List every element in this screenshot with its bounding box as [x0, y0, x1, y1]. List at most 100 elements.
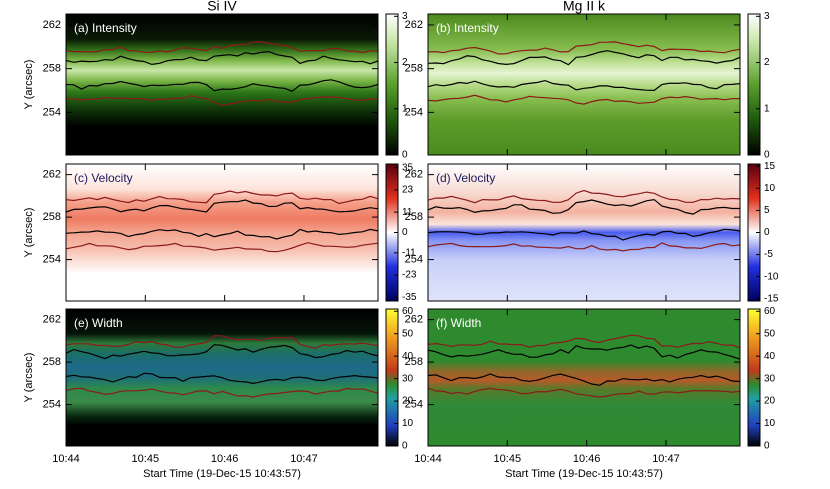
y-tick-label: 262 — [43, 314, 61, 326]
y-axis-label: Y (arcsec) — [23, 60, 35, 110]
y-axis-label: Y (arcsec) — [23, 208, 35, 258]
contour — [66, 79, 378, 92]
x-tick-label: 10:47 — [290, 453, 318, 465]
colorbar — [385, 13, 399, 156]
contour — [66, 344, 378, 360]
y-tick-label: 254 — [43, 398, 61, 410]
colorbar-tick-label: 1 — [764, 103, 770, 114]
contour — [428, 198, 740, 215]
colorbar-tick-label: 5 — [764, 205, 770, 216]
colorbar-tick-label: 20 — [764, 396, 776, 407]
colorbar — [747, 308, 761, 447]
panel-label: (d) Velocity — [436, 171, 495, 185]
contour — [66, 242, 378, 253]
x-tick-label: 10:46 — [573, 453, 601, 465]
colorbar-tick-label: -35 — [402, 292, 417, 303]
y-tick-label: 262 — [405, 314, 423, 326]
contour — [66, 335, 378, 349]
colorbar-tick-label: 20 — [402, 396, 414, 407]
panel-label: (c) Velocity — [74, 171, 133, 185]
y-tick-label: 258 — [43, 211, 61, 223]
colorbar-tick-label: -11 — [402, 248, 416, 259]
colorbar-tick-label: 0 — [402, 441, 408, 452]
contour — [66, 41, 378, 54]
contour — [66, 50, 378, 66]
panel-label: (e) Width — [74, 316, 123, 330]
contour — [66, 372, 378, 385]
y-tick-label: 258 — [405, 356, 423, 368]
x-tick-label: 10:45 — [132, 453, 160, 465]
contour — [428, 334, 740, 349]
x-tick-label: 10:47 — [652, 453, 680, 465]
colorbar-tick-label: 10 — [764, 183, 776, 194]
contour — [428, 50, 740, 66]
contour — [428, 189, 740, 204]
contour — [66, 190, 378, 205]
colorbar-tick-label: 1 — [402, 103, 408, 114]
heatmap-image — [428, 14, 740, 155]
colorbar-tick-label: 40 — [402, 351, 414, 362]
panel-label: (a) Intensity — [74, 21, 137, 35]
x-axis-label: Start Time (19-Dec-15 10:43:57) — [505, 468, 663, 480]
panel-frame — [427, 163, 741, 302]
x-axis-label: Start Time (19-Dec-15 10:43:57) — [143, 468, 301, 480]
x-tick-label: 10:44 — [414, 453, 442, 465]
contour — [66, 199, 378, 213]
contour — [428, 387, 740, 398]
panel-frame — [427, 308, 741, 447]
contour — [428, 94, 740, 105]
contour — [66, 94, 378, 106]
colorbar-tick-label: 0 — [764, 227, 770, 238]
x-tick-label: 10:45 — [494, 453, 522, 465]
panel-frame — [65, 13, 379, 156]
contour — [428, 373, 740, 386]
y-tick-label: 254 — [405, 106, 423, 118]
contour — [428, 242, 740, 252]
colorbar-tick-label: 30 — [402, 373, 414, 384]
panel-frame — [65, 163, 379, 302]
colorbar-tick-label: 0 — [764, 441, 770, 452]
y-tick-label: 262 — [43, 169, 61, 181]
x-tick-label: 10:44 — [52, 453, 80, 465]
colorbar-tick-label: 2 — [764, 57, 770, 68]
panel-label: (f) Width — [436, 316, 481, 330]
colorbar-tick-label: 0 — [402, 227, 408, 238]
colorbar-tick-label: 50 — [764, 328, 776, 339]
contour — [66, 228, 378, 240]
colorbar-tick-label: 15 — [764, 161, 776, 172]
panel-frame — [65, 308, 379, 447]
heatmap-image — [66, 14, 378, 155]
colorbar-tick-label: 0 — [764, 150, 770, 161]
contour — [428, 41, 740, 55]
colorbar-tick-label: -5 — [764, 249, 773, 260]
y-tick-label: 254 — [43, 253, 61, 265]
colorbar-tick-label: 35 — [402, 162, 414, 173]
column-title: Si IV — [207, 0, 237, 14]
colorbar — [385, 308, 399, 447]
colorbar-tick-label: 0 — [402, 150, 408, 161]
x-tick-label: 10:46 — [211, 453, 239, 465]
y-tick-label: 258 — [405, 211, 423, 223]
y-tick-label: 262 — [43, 19, 61, 31]
colorbar-tick-label: 40 — [764, 351, 776, 362]
colorbar — [747, 13, 761, 156]
colorbar-tick-label: 10 — [764, 418, 776, 429]
contour — [428, 228, 740, 241]
colorbar-tick-label: -23 — [402, 270, 417, 281]
y-tick-label: 254 — [405, 398, 423, 410]
column-title: Mg II k — [563, 0, 606, 14]
colorbar-tick-label: 60 — [764, 306, 776, 317]
colorbar-tick-label: -10 — [764, 271, 779, 282]
colorbar-tick-label: 23 — [402, 185, 414, 196]
y-tick-label: 254 — [405, 253, 423, 265]
y-tick-label: 262 — [405, 169, 423, 181]
y-tick-label: 258 — [43, 63, 61, 75]
colorbar-tick-label: 2 — [402, 57, 408, 68]
contour — [428, 79, 740, 92]
colorbar-tick-label: 60 — [402, 306, 414, 317]
colorbar-tick-label: -15 — [764, 293, 779, 304]
y-tick-label: 258 — [43, 356, 61, 368]
colorbar-tick-label: 3 — [764, 11, 770, 22]
y-tick-label: 262 — [405, 19, 423, 31]
